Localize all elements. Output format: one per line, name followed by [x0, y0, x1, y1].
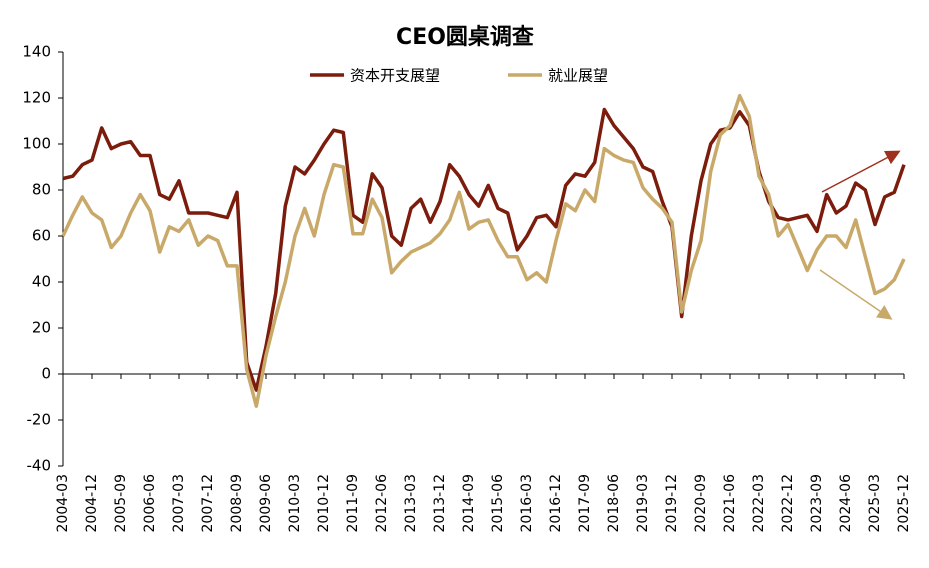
y-tick-label: 20: [32, 319, 51, 337]
x-tick-label: 2007-03: [171, 474, 187, 533]
x-tick-label: 2020-09: [693, 474, 709, 533]
x-tick-label: 2004-12: [84, 474, 100, 533]
x-tick-label: 2011-09: [345, 474, 361, 533]
x-tick-label: 2022-03: [751, 474, 767, 533]
x-tick-label: 2006-06: [142, 474, 158, 533]
x-tick-label: 2016-03: [519, 474, 535, 533]
x-tick-label: 2009-06: [258, 474, 274, 533]
x-tick-label: 2013-03: [403, 474, 419, 533]
y-tick-label: -20: [27, 411, 52, 429]
x-tick-label: 2023-09: [809, 474, 825, 533]
trend-arrow: [821, 150, 901, 193]
y-tick-label: -40: [27, 457, 52, 475]
x-tick-label: 2018-06: [606, 474, 622, 533]
x-tick-label: 2010-12: [316, 474, 332, 533]
x-tick-label: 2014-09: [461, 474, 477, 533]
x-tick-label: 2021-06: [722, 474, 738, 533]
x-tick-label: 2025-12: [896, 474, 912, 533]
x-tick-label: 2013-12: [432, 474, 448, 533]
x-tick-label: 2008-09: [229, 474, 245, 533]
line-series: [62, 107, 906, 392]
x-tick-label: 2012-06: [374, 474, 390, 533]
x-tick-label: 2019-12: [664, 474, 680, 533]
x-tick-label: 2019-03: [635, 474, 651, 533]
x-tick-label: 2017-09: [577, 474, 593, 533]
x-tick-label: 2016-12: [548, 474, 564, 533]
y-tick-label: 120: [22, 89, 51, 107]
line-series: [61, 93, 906, 408]
x-tick-label: 2005-09: [113, 474, 129, 533]
x-tick-label: 2015-06: [490, 474, 506, 533]
y-tick-label: 80: [32, 181, 51, 199]
x-tick-label: 2022-12: [780, 474, 796, 533]
chart-title: CEO圆桌调查: [396, 25, 534, 50]
y-tick-label: 140: [22, 43, 51, 61]
x-tick-label: 2004-03: [55, 474, 71, 533]
y-tick-label: 40: [32, 273, 51, 291]
x-tick-label: 2010-03: [287, 474, 303, 533]
legend-label: 资本开支展望: [350, 67, 440, 85]
x-tick-label: 2025-03: [867, 474, 883, 533]
x-tick-label: 2007-12: [200, 474, 216, 533]
trend-arrow: [819, 269, 893, 320]
x-tick-label: 2024-06: [838, 474, 854, 533]
y-tick-label: 100: [22, 135, 51, 153]
y-tick-label: 60: [32, 227, 51, 245]
legend-label: 就业展望: [548, 67, 608, 85]
y-tick-label: 0: [41, 365, 51, 383]
